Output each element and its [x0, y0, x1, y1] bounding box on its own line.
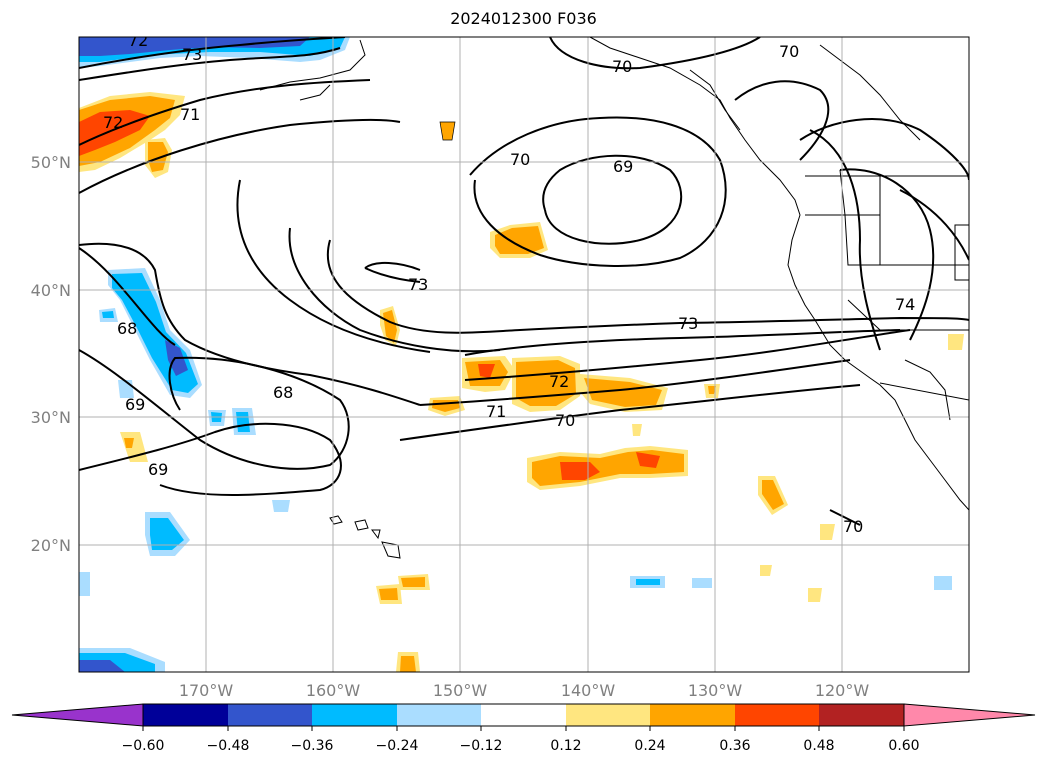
colorbar-frame — [142, 703, 905, 727]
contour-label: 69 — [613, 157, 633, 176]
lon-label-130w: 130°W — [688, 681, 743, 700]
height-contours — [79, 37, 969, 526]
colorbar-tick-label: 0.24 — [634, 738, 665, 754]
contour-label: 72 — [128, 31, 148, 50]
map-title: 2024012300 F036 — [450, 9, 597, 28]
contour-label: 72 — [103, 113, 123, 132]
colorbar-tick-label: 0.48 — [803, 738, 834, 754]
contour-label: 70 — [779, 42, 799, 61]
contour-label: 74 — [895, 295, 915, 314]
colorbar-segment — [143, 704, 228, 726]
colorbar-tick-label: −0.24 — [376, 738, 419, 754]
contour-label: 70 — [612, 57, 632, 76]
contour-label: 73 — [678, 314, 698, 333]
colorbar-tick-label: −0.60 — [122, 738, 165, 754]
lat-label-40: 40°N — [31, 281, 71, 300]
colorbar-segment — [397, 704, 481, 726]
colorbar-tick-label: 0.60 — [888, 738, 919, 754]
lon-label-170w: 170°W — [179, 681, 234, 700]
lon-label-120w: 120°W — [815, 681, 870, 700]
contour-label: 70 — [510, 150, 530, 169]
contour-label: 73 — [182, 45, 202, 64]
colorbar-tick-label: 0.36 — [719, 738, 750, 754]
map-gridlines — [79, 37, 969, 672]
lat-axis-labels: 50°N 40°N 30°N 20°N — [31, 153, 71, 555]
colorbar-segment — [650, 704, 735, 726]
colorbar-segment — [481, 704, 566, 726]
contour-label: 70 — [555, 411, 575, 430]
contour-label: 71 — [180, 105, 200, 124]
colorbar-segment — [228, 704, 312, 726]
map-layers: 72 73 70 70 72 71 70 69 73 68 73 74 68 7… — [79, 31, 969, 672]
contour-label: 69 — [125, 395, 145, 414]
colorbar-extend-high — [903, 703, 1036, 727]
lon-label-160w: 160°W — [306, 681, 361, 700]
colorbar-tick-label: −0.12 — [460, 738, 503, 754]
lon-label-140w: 140°W — [561, 681, 616, 700]
lon-label-150w: 150°W — [433, 681, 488, 700]
contour-label: 69 — [148, 460, 168, 479]
contour-label: 73 — [408, 275, 428, 294]
colorbar-segment — [735, 704, 819, 726]
colorbar: −0.60 −0.48 −0.36 −0.24 −0.12 0.12 0.24 … — [11, 703, 1036, 754]
colorbar-segment — [312, 704, 397, 726]
contour-label: 70 — [843, 517, 863, 536]
colorbar-extend-low — [11, 703, 144, 727]
map-area — [79, 37, 969, 672]
contour-label: 68 — [273, 383, 293, 402]
colorbar-segment — [819, 704, 904, 726]
colorbar-tick-label: −0.48 — [207, 738, 250, 754]
contour-label: 71 — [486, 402, 506, 421]
lat-label-50: 50°N — [31, 153, 71, 172]
contour-label: 68 — [117, 319, 137, 338]
colorbar-tick-label: 0.12 — [550, 738, 581, 754]
lat-label-30: 30°N — [31, 408, 71, 427]
colorbar-segment — [566, 704, 650, 726]
contour-labels: 72 73 70 70 72 71 70 69 73 68 73 74 68 7… — [103, 31, 915, 536]
lat-label-20: 20°N — [31, 536, 71, 555]
lon-axis-labels: 170°W 160°W 150°W 140°W 130°W 120°W — [179, 681, 870, 700]
map-frame — [78, 36, 970, 673]
contour-label: 72 — [549, 372, 569, 391]
colorbar-tick-label: −0.36 — [291, 738, 334, 754]
